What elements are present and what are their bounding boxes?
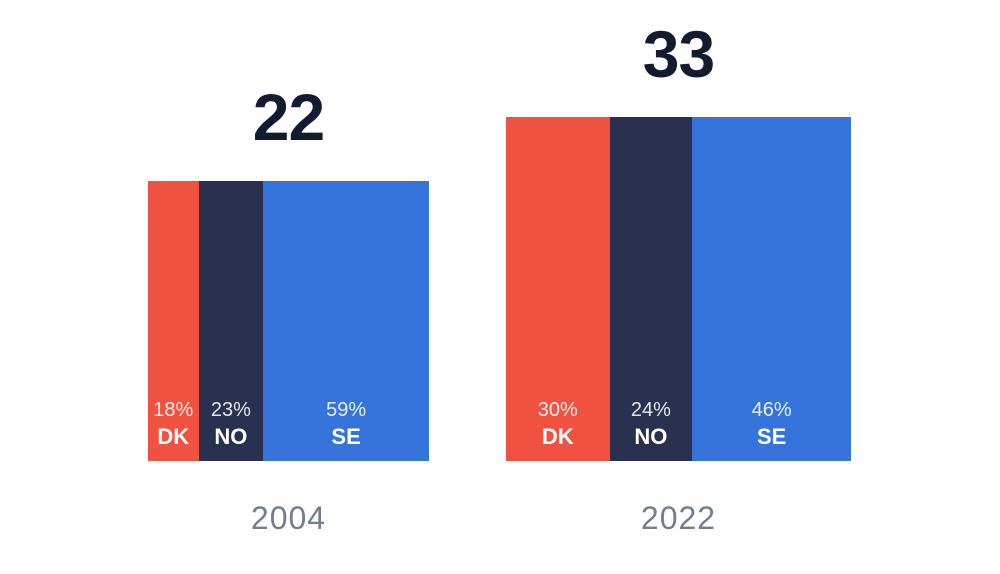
year-label: 2004 [250,500,327,536]
segment-percent: 24% [630,399,671,421]
stacked-square-bar: 18% DK 23% NO 59% SE [148,181,429,461]
segment-percent: 23% [210,399,251,421]
segment-percent: 46% [751,399,792,421]
segment-country-code: SE [331,424,361,449]
segment-country-code: SE [756,424,787,449]
chart-2004: 22 18% DK 23% NO 59% SE 2004 [148,0,429,574]
segment-dk: 30% DK [506,117,610,461]
segment-dk: 18% DK [148,181,199,461]
year-label: 2022 [640,500,717,536]
chart-2022: 33 30% DK 24% NO 46% SE 2022 [506,0,851,574]
segment-no: 24% NO [609,117,693,461]
chart-total-value: 22 [252,80,325,154]
segment-percent: 18% [153,399,194,421]
segment-country-code: DK [541,424,574,449]
segment-country-code: NO [634,424,668,449]
segment-no: 23% NO [198,181,264,461]
segment-se: 46% SE [692,117,851,461]
segment-country-code: DK [157,424,190,449]
segment-country-code: NO [214,424,248,449]
chart-total-value: 33 [642,17,715,91]
segment-percent: 59% [326,399,367,421]
segment-se: 59% SE [263,181,429,461]
stacked-square-bar: 30% DK 24% NO 46% SE [506,117,851,461]
segment-percent: 30% [537,399,578,421]
